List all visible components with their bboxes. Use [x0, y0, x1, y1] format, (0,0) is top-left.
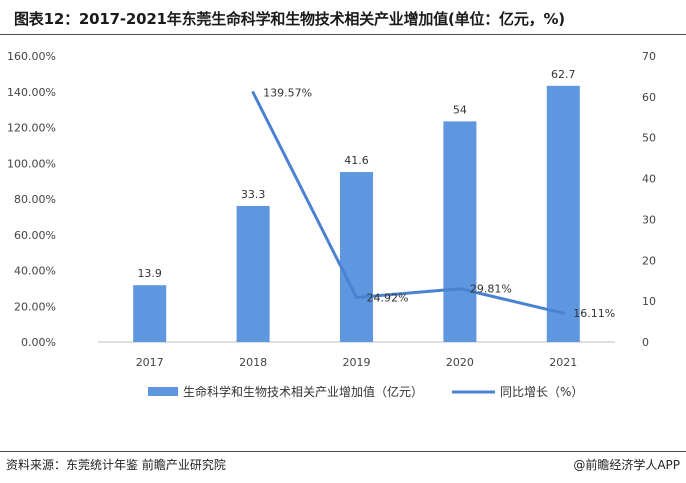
y-right-tick-label: 40: [642, 173, 656, 186]
y-right-tick-label: 10: [642, 295, 656, 308]
x-tick-label: 2019: [343, 356, 371, 369]
growth-point: [561, 311, 565, 315]
x-tick-label: 2021: [549, 356, 577, 369]
y-left-tick-label: 60.00%: [14, 229, 56, 242]
growth-point: [251, 91, 255, 95]
growth-point: [458, 287, 462, 291]
y-left-tick-label: 160.00%: [7, 50, 56, 63]
growth-line: [251, 91, 564, 315]
y-right-tick-label: 70: [642, 50, 656, 63]
chart-title: 图表12：2017-2021年东莞生命科学和生物技术相关产业增加值(单位：亿元，…: [14, 10, 565, 28]
x-tick-label: 2020: [446, 356, 474, 369]
y-left-tick-label: 100.00%: [7, 157, 56, 170]
bar: [443, 121, 477, 342]
growth-value-label: 24.92%: [367, 291, 409, 304]
bar-value-label: 62.7: [551, 68, 576, 81]
source-note: 资料来源：东莞统计年鉴 前瞻产业研究院: [6, 458, 226, 472]
legend-bar-label: 生命科学和生物技术相关产业增加值（亿元）: [183, 384, 423, 399]
y-right-tick-label: 50: [642, 132, 656, 145]
y-left-tick-label: 40.00%: [14, 265, 56, 278]
bar-value-label: 41.6: [344, 154, 369, 167]
y-right-tick-label: 60: [642, 91, 656, 104]
y-right-tick-label: 0: [642, 336, 649, 349]
bar: [340, 172, 373, 342]
growth-value-label: 139.57%: [263, 87, 312, 100]
legend-bar-swatch: [148, 387, 178, 396]
bar-value-label: 54: [453, 103, 467, 116]
growth-value-label: 29.81%: [470, 283, 512, 296]
y-left-tick-label: 140.00%: [7, 86, 56, 99]
bar: [236, 205, 270, 342]
growth-value-label: 16.11%: [573, 307, 615, 320]
y-left-tick-label: 0.00%: [21, 336, 56, 349]
legend-line-label: 同比增长（%）: [500, 385, 583, 399]
chart-canvas: 0.00% 20.00% 40.00% 60.00% 80.00% 100.00% 120.…: [7, 50, 656, 399]
bar-value-label: 33.3: [241, 188, 266, 201]
y-right-tick-label: 30: [642, 213, 656, 226]
footer-divider: [0, 451, 686, 452]
x-tick-label: 2017: [136, 356, 164, 369]
y-left-tick-label: 80.00%: [14, 193, 56, 206]
title-divider: [0, 34, 686, 35]
y-left-tick-label: 20.00%: [14, 300, 56, 313]
y-left-tick-label: 120.00%: [7, 122, 56, 135]
x-tick-label: 2018: [239, 356, 267, 369]
growth-point: [355, 295, 358, 299]
brand-credit: @前瞻经济学人APP: [573, 458, 680, 472]
bar: [546, 85, 580, 342]
bar-value-label: 13.9: [137, 267, 162, 280]
bar: [133, 285, 167, 342]
y-right-tick-label: 20: [642, 254, 656, 267]
